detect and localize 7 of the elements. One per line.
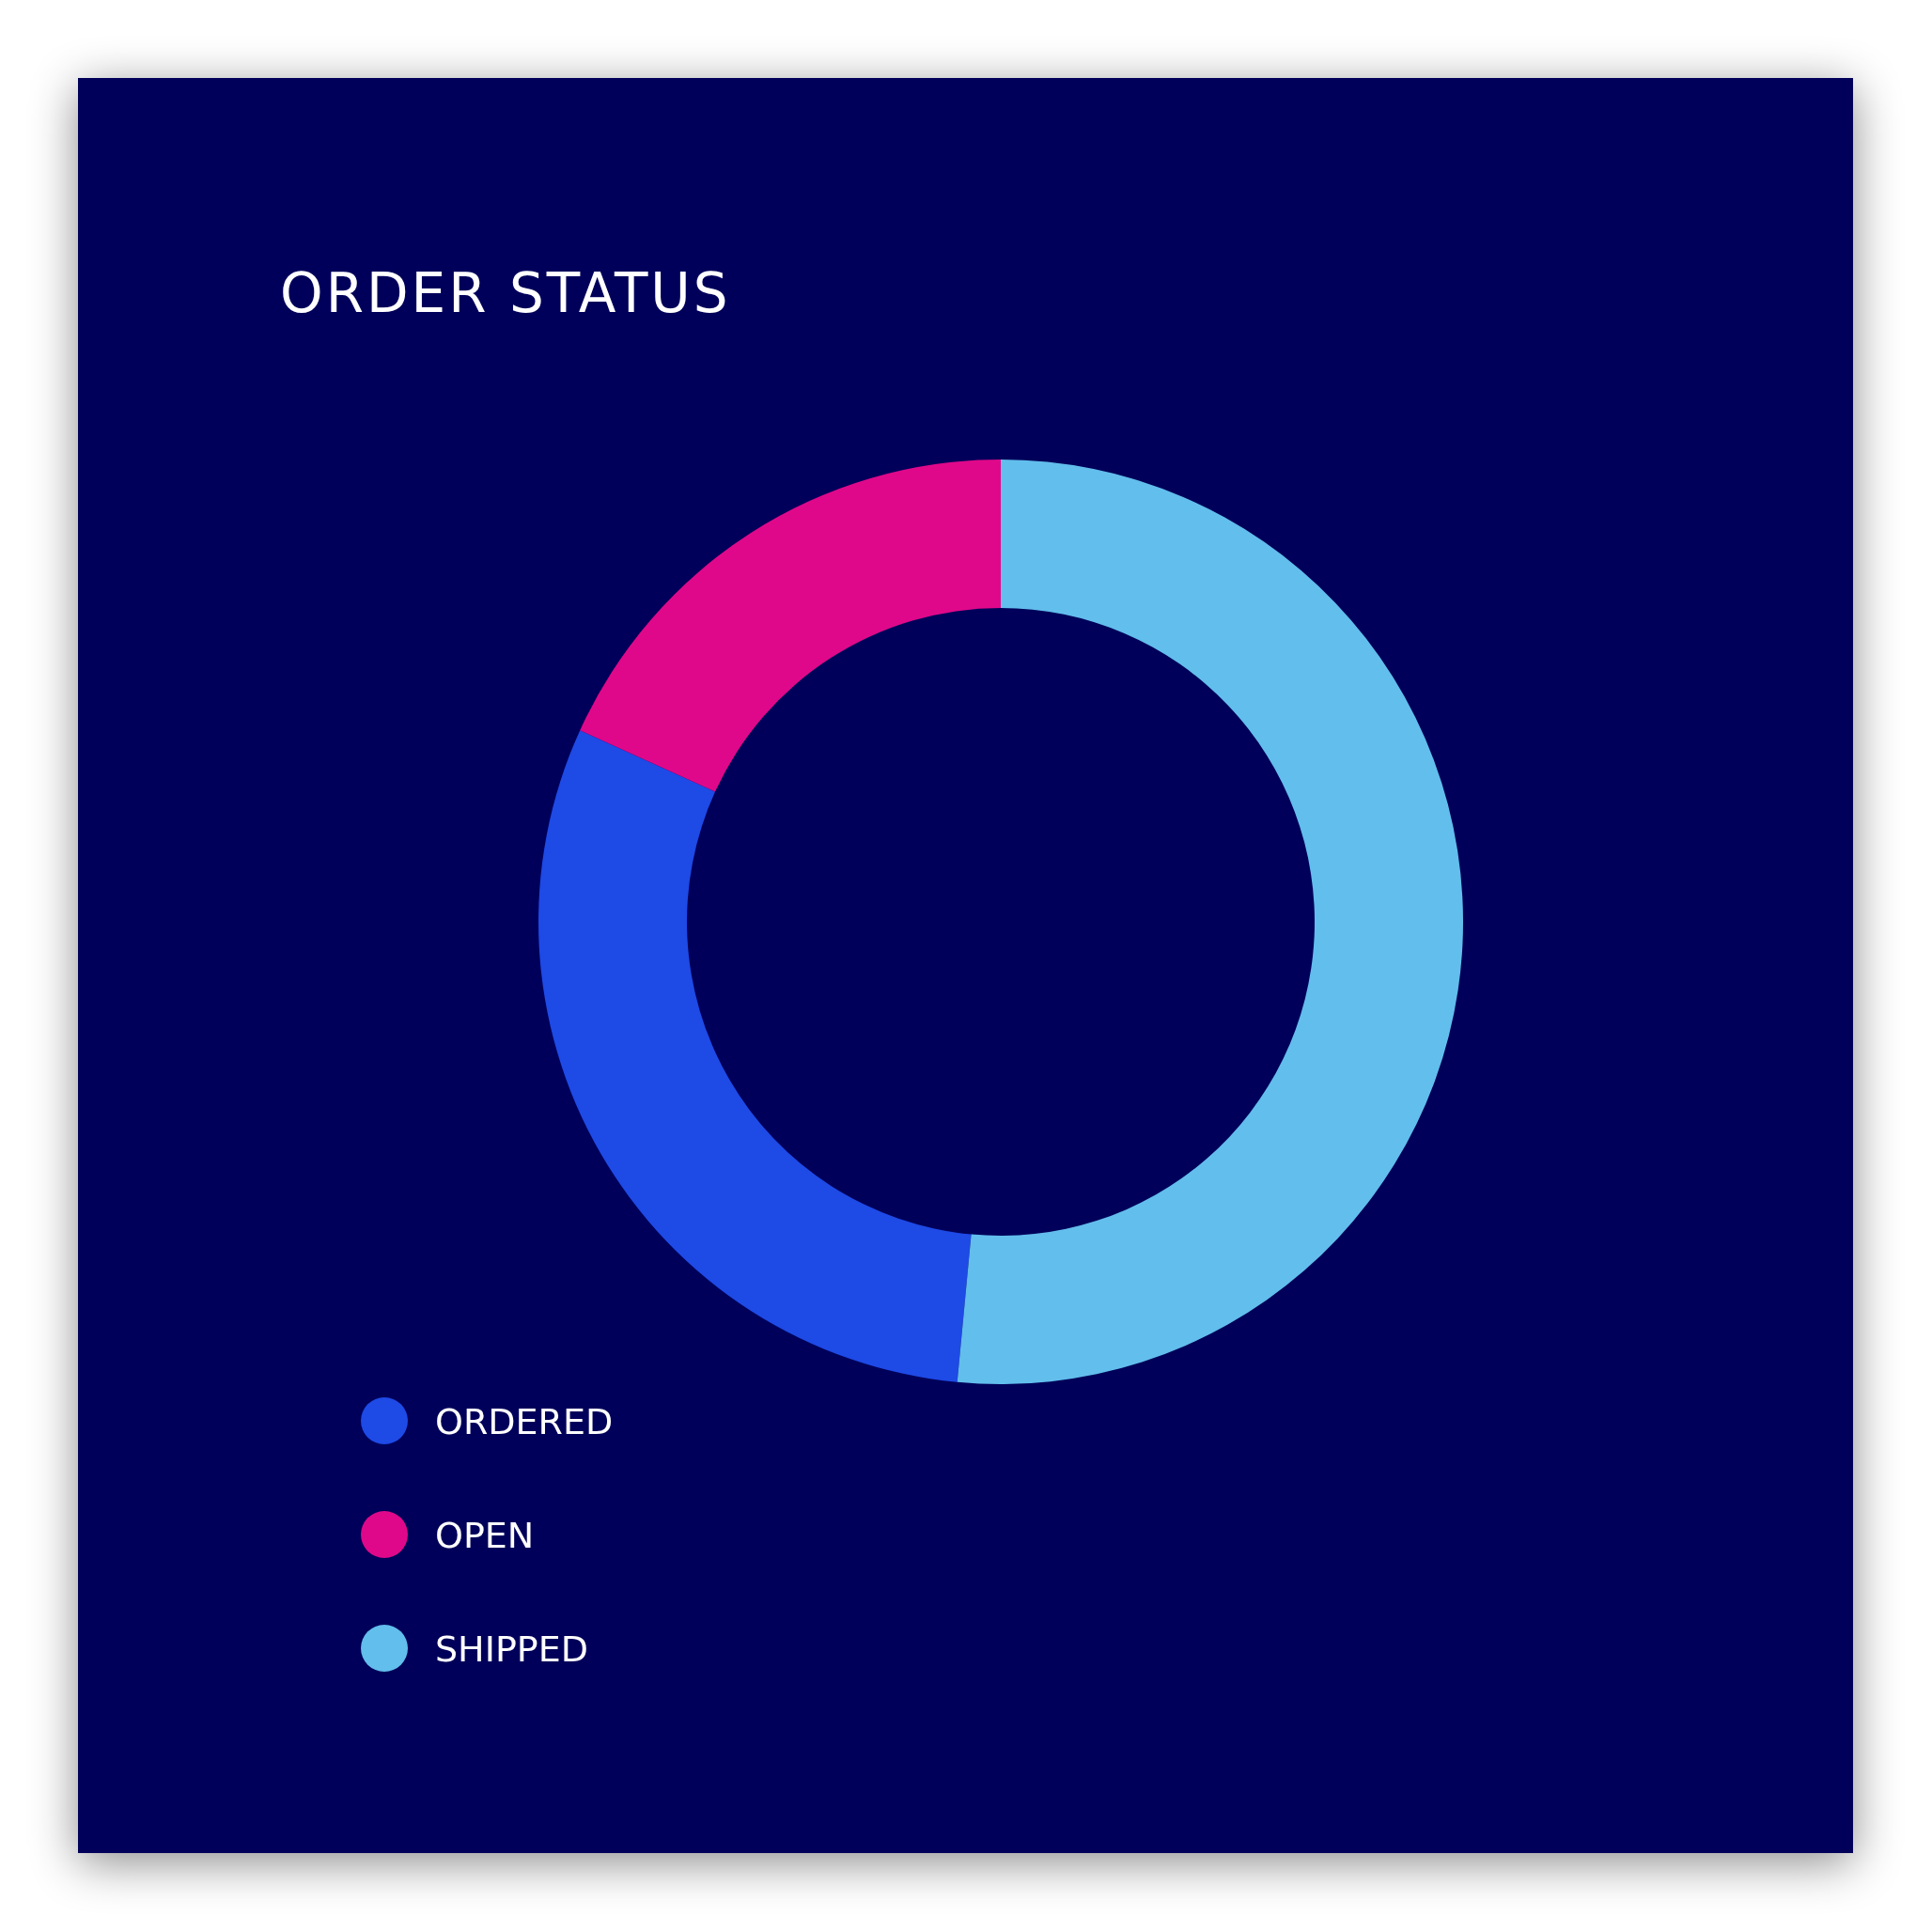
- donut-slice: [957, 460, 1463, 1384]
- legend-label: SHIPPED: [435, 1628, 589, 1670]
- donut-slice: [538, 730, 972, 1382]
- legend-label: ORDERED: [435, 1401, 614, 1442]
- legend-label: OPEN: [435, 1515, 535, 1556]
- chart-title: ORDER STATUS: [280, 261, 731, 325]
- donut-slice: [580, 460, 1001, 792]
